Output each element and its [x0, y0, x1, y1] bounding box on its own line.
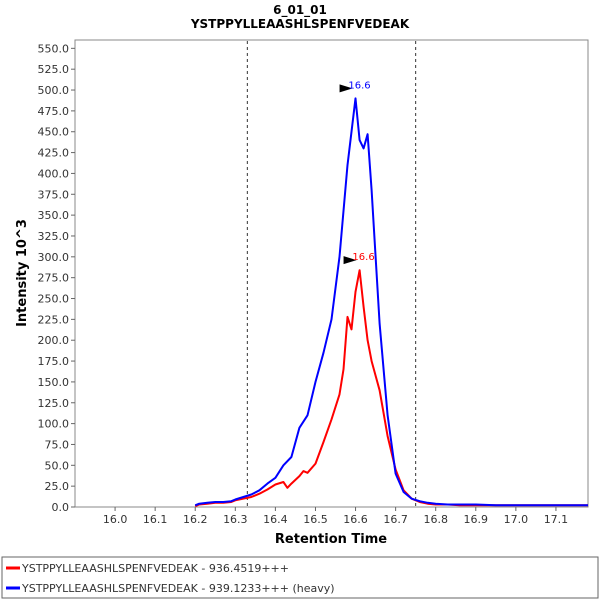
y-tick-label: 550.0 — [38, 42, 70, 55]
x-tick-label: 16.2 — [183, 513, 208, 526]
x-tick-label: 17.1 — [544, 513, 569, 526]
x-tick-label: 16.1 — [143, 513, 168, 526]
y-tick-label: 250.0 — [38, 293, 70, 306]
chart-title: 6_01_01 — [273, 3, 327, 18]
x-tick-label: 16.9 — [464, 513, 489, 526]
peak-label: 16.6 — [352, 252, 374, 263]
y-axis: 0.0 25.0 50.0 75.0 100.0 125.0 150.0 175.0 200.0… — [38, 42, 75, 514]
plot-area — [74, 39, 589, 508]
y-tick-label: 275.0 — [38, 272, 70, 285]
x-axis: 16.0 16.1 16.2 16.3 16.4 16.5 16.6 16.7 16.8 16.9… — [103, 507, 568, 526]
peak-annotations: 16.6 16.6 — [339, 80, 375, 265]
legend-box — [1, 556, 599, 599]
y-tick-label: 475.0 — [38, 105, 70, 118]
y-tick-label: 350.0 — [38, 209, 70, 222]
x-tick-label: 16.0 — [103, 513, 128, 526]
y-tick-label: 300.0 — [38, 251, 70, 264]
y-tick-label: 150.0 — [38, 376, 70, 389]
x-tick-label: 16.8 — [423, 513, 448, 526]
peak-marker-icon — [339, 84, 353, 93]
y-tick-label: 175.0 — [38, 355, 70, 368]
y-tick-label: 100.0 — [38, 418, 70, 431]
y-tick-label: 200.0 — [38, 334, 70, 347]
x-tick-label: 16.4 — [263, 513, 288, 526]
x-axis-label: Retention Time — [275, 532, 387, 547]
y-tick-label: 125.0 — [38, 397, 70, 410]
x-tick-label: 16.3 — [223, 513, 248, 526]
y-tick-label: 375.0 — [38, 188, 70, 201]
y-tick-label: 450.0 — [38, 126, 70, 139]
series-line-heavy — [194, 97, 588, 507]
x-tick-label: 17.0 — [504, 513, 529, 526]
y-tick-label: 225.0 — [38, 313, 70, 326]
y-tick-label: 400.0 — [38, 167, 70, 180]
peak-label: 16.6 — [348, 80, 370, 91]
y-tick-label: 325.0 — [38, 230, 70, 243]
y-tick-label: 25.0 — [45, 480, 70, 493]
x-tick-label: 16.5 — [303, 513, 328, 526]
y-tick-label: 50.0 — [45, 459, 70, 472]
y-tick-label: 425.0 — [38, 147, 70, 160]
legend-entry-light: YSTPPYLLEAASHLSPENFVEDEAK - 936.4519+++ — [21, 562, 289, 575]
chart-subtitle: YSTPPYLLEAASHLSPENFVEDEAK — [190, 17, 410, 31]
peak-marker-icon — [343, 256, 357, 265]
y-axis-label: Intensity 10^3 — [15, 219, 30, 327]
series-lines — [194, 97, 588, 508]
y-tick-label: 0.0 — [52, 501, 70, 514]
x-tick-label: 16.7 — [383, 513, 408, 526]
legend-entry-heavy: YSTPPYLLEAASHLSPENFVEDEAK - 939.1233+++ … — [21, 582, 335, 595]
legend: YSTPPYLLEAASHLSPENFVEDEAK - 936.4519+++ … — [1, 556, 599, 599]
y-tick-label: 500.0 — [38, 84, 70, 97]
x-tick-label: 16.6 — [343, 513, 368, 526]
y-tick-label: 525.0 — [38, 63, 70, 76]
y-tick-label: 75.0 — [45, 438, 70, 451]
